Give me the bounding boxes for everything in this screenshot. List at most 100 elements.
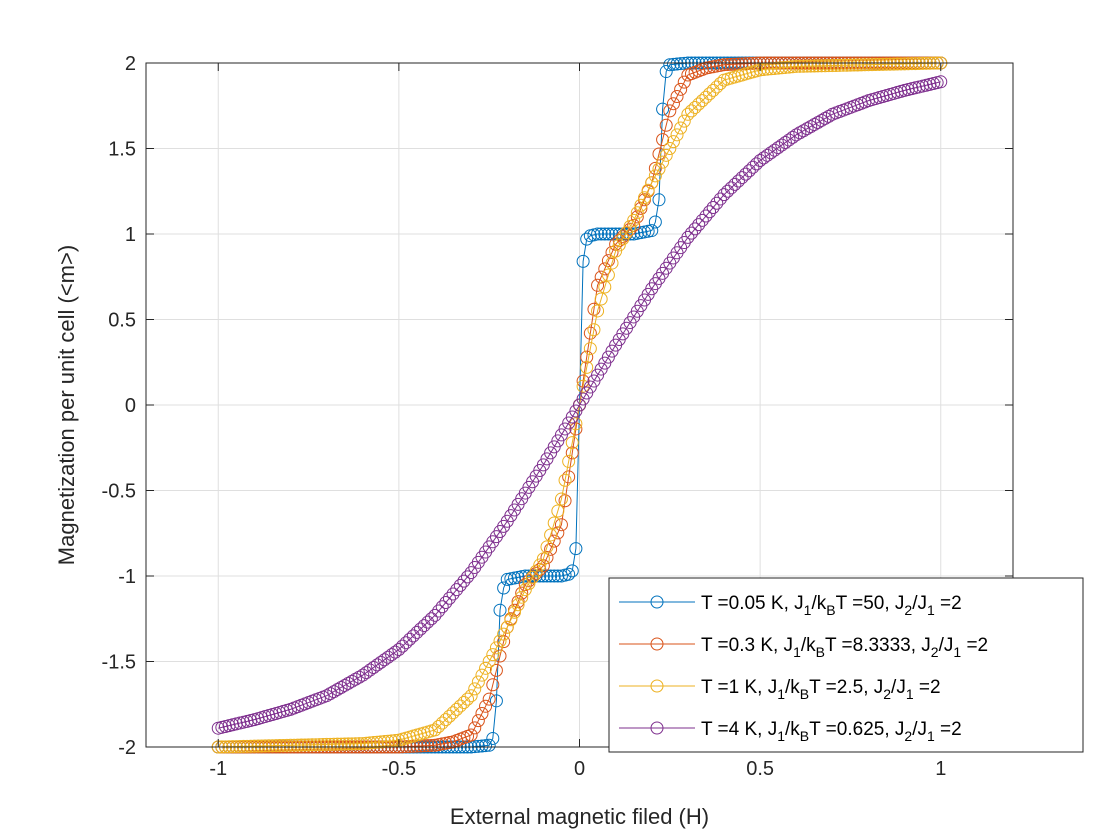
data-point [638, 191, 652, 205]
legend-text-part: T =8.3333, J [825, 635, 931, 656]
data-point [338, 678, 352, 692]
data-point [619, 226, 633, 240]
data-point [551, 569, 565, 583]
data-point [692, 218, 706, 232]
data-point [323, 687, 337, 701]
legend-text-part: =2 [935, 593, 962, 614]
legend-entry: T =4 K, J1/kBT =0.625, J2/J1 =2 [619, 719, 962, 744]
legend-subscript: B [816, 644, 825, 660]
data-point [778, 136, 792, 150]
legend-text-part: /J [891, 677, 906, 698]
data-point [352, 670, 366, 684]
data-point [862, 58, 875, 72]
data-point [728, 57, 742, 71]
data-point [869, 58, 883, 72]
data-point [876, 57, 890, 71]
data-point [666, 135, 680, 149]
data-point [663, 104, 677, 118]
legend-subscript: B [826, 602, 835, 618]
data-point [731, 174, 745, 188]
data-point [872, 57, 886, 71]
data-point [706, 83, 720, 97]
legend-subscript: B [800, 728, 809, 744]
data-point [594, 292, 608, 306]
data-point [374, 655, 388, 669]
data-point [468, 682, 482, 696]
data-point [309, 738, 323, 752]
data-point [591, 227, 605, 241]
data-point [684, 226, 698, 240]
data-point [323, 737, 337, 751]
data-point [934, 75, 948, 89]
data-point [269, 739, 283, 753]
x-tick-label: -1 [209, 758, 227, 780]
legend-text-part: T =0.625, J [809, 719, 904, 740]
data-point [656, 102, 670, 116]
legend-text-part: T =2.5, J [809, 677, 883, 698]
data-point [800, 122, 814, 136]
data-point [674, 82, 688, 96]
legend-label: T =0.05 K, J1/kBT =50, J2/J1 =2 [701, 593, 962, 618]
data-point [688, 222, 702, 236]
data-point [670, 57, 684, 71]
data-point [421, 615, 435, 629]
data-point [609, 244, 623, 258]
data-point [305, 738, 319, 752]
y-tick-label: -2 [118, 737, 136, 759]
data-point [901, 57, 915, 71]
data-point [341, 676, 355, 690]
data-point [677, 114, 691, 128]
data-point [522, 574, 536, 588]
data-point [804, 120, 818, 134]
data-point [728, 177, 742, 191]
data-point [486, 648, 500, 662]
data-point [710, 80, 724, 94]
legend-label: T =4 K, J1/kBT =0.625, J2/J1 =2 [701, 719, 962, 744]
data-point [410, 739, 424, 753]
y-tick-label: -0.5 [102, 481, 136, 503]
y-tick-label: 1 [125, 224, 136, 246]
data-point [327, 737, 341, 751]
data-point [442, 709, 456, 723]
data-point [594, 227, 608, 241]
data-point [569, 542, 583, 556]
data-point [652, 162, 666, 176]
data-point [479, 739, 493, 753]
data-point [432, 604, 446, 618]
data-point [771, 141, 785, 155]
data-point [674, 57, 688, 71]
legend-subscript: 2 [904, 728, 912, 744]
data-point [406, 629, 420, 643]
data-point [251, 739, 265, 753]
data-point [482, 738, 496, 752]
legend-text-part: /k [801, 635, 816, 656]
data-point [645, 176, 659, 190]
data-point [908, 57, 922, 71]
data-point [551, 504, 565, 518]
data-point [349, 737, 363, 751]
data-point [666, 97, 680, 111]
data-point [905, 57, 919, 71]
data-point [656, 155, 670, 169]
legend-text-part: /J [912, 593, 927, 614]
data-point [793, 59, 807, 73]
data-point [392, 643, 406, 657]
data-point [280, 738, 294, 752]
data-point [883, 57, 897, 71]
legend-subscript: 2 [904, 602, 912, 618]
legend-marker [650, 595, 664, 609]
data-point [623, 222, 637, 236]
x-axis-label: External magnetic filed (H) [450, 804, 709, 829]
data-point [775, 138, 789, 152]
data-point [721, 184, 735, 198]
data-point [486, 678, 500, 692]
data-point [352, 737, 366, 751]
x-tick-label: -0.5 [382, 758, 416, 780]
data-point [515, 586, 529, 600]
data-point [262, 739, 276, 753]
data-point [327, 685, 341, 699]
data-point [479, 661, 493, 675]
y-axis-label: Magnetization per unit cell (<m>) [54, 245, 79, 565]
data-point [684, 104, 698, 118]
data-point [880, 57, 894, 71]
